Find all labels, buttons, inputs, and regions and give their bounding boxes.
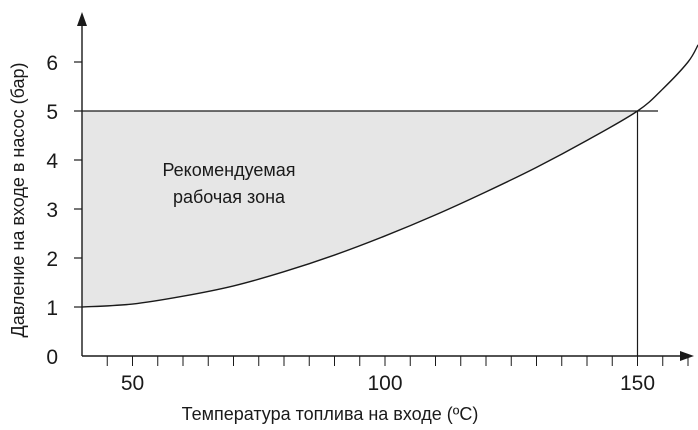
recommended-zone-layer [82,111,638,307]
y-axis-title: Давление на входе в насос (бар) [8,63,28,338]
x-axis-arrow [680,351,694,361]
reference-lines-layer [82,110,658,356]
y-tick-label: 0 [46,346,58,369]
zone-annotation-line-2: рабочая зона [173,187,286,207]
y-tick-label: 6 [46,52,58,75]
ticks-layer: 0 1 2 3 4 5 6 50 100 150 [46,52,689,395]
y-tick-label: 1 [46,297,58,320]
recommended-zone-area [82,111,638,307]
x-tick-label: 100 [367,372,402,395]
zone-annotation-line-1: Рекомендуемая [162,160,295,180]
y-tick-label: 2 [46,248,58,271]
x-axis-title: Температура топлива на входе (ºC) [182,404,479,424]
x-tick-label: 50 [121,372,144,395]
y-tick-label: 3 [46,199,58,222]
x-tick-label: 150 [620,372,655,395]
y-axis-arrow [77,12,87,26]
y-tick-label: 5 [46,101,58,124]
y-tick-label: 4 [46,150,58,173]
pressure-curve-line [81,44,698,308]
curve-layer [81,44,698,308]
